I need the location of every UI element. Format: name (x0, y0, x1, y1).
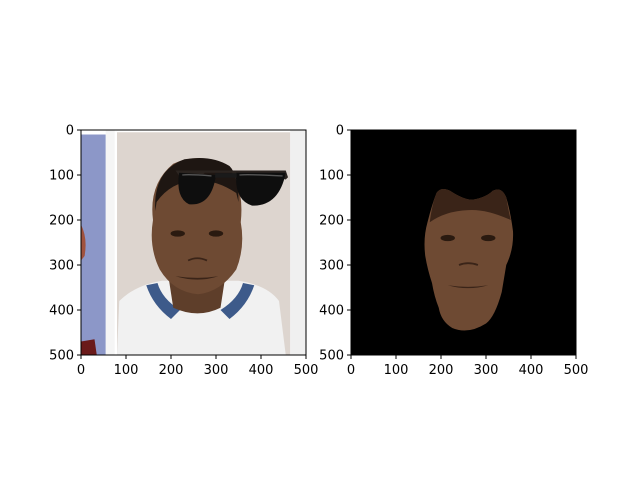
right-axes-frame (350, 129, 577, 356)
left-x-tick-label: 400 (249, 363, 274, 378)
left-x-tick-label: 500 (294, 363, 319, 378)
face-mask-on-black (351, 130, 576, 355)
left-x-tick-label: 300 (204, 363, 229, 378)
right-x-tick-label: 100 (384, 363, 409, 378)
right-y-tick-label: 0 (336, 124, 344, 139)
left-y-tick-label: 400 (49, 304, 74, 319)
right-y-tick-label: 500 (319, 349, 344, 364)
left-y-tick-label: 0 (66, 124, 74, 139)
right-x-tick-label: 300 (474, 363, 499, 378)
left-axes-frame (80, 129, 307, 356)
right-y-tick-label: 400 (319, 304, 344, 319)
left-y-tick-label: 300 (49, 259, 74, 274)
left-x-tick-label: 100 (114, 363, 139, 378)
left-y-tick-label: 200 (49, 214, 74, 229)
sunglasses-left-lens (178, 172, 216, 205)
left-x-tick-label: 200 (159, 363, 184, 378)
right-y-tick-label: 100 (319, 169, 344, 184)
photo-with-sunglasses (81, 130, 306, 355)
right-x-tick-label: 500 (564, 363, 589, 378)
sunglasses-right-lens (236, 172, 286, 206)
right-x-tick-label: 400 (519, 363, 544, 378)
left-x-tick-label: 0 (77, 363, 85, 378)
right-y-tick-label: 200 (319, 214, 344, 229)
left-y-tick-label: 100 (49, 169, 74, 184)
left-y-tick-label: 500 (49, 349, 74, 364)
face (151, 158, 243, 295)
right-y-tick-label: 300 (319, 259, 344, 274)
masked-face (424, 188, 514, 331)
right-x-tick-label: 200 (429, 363, 454, 378)
right-x-tick-label: 0 (347, 363, 355, 378)
